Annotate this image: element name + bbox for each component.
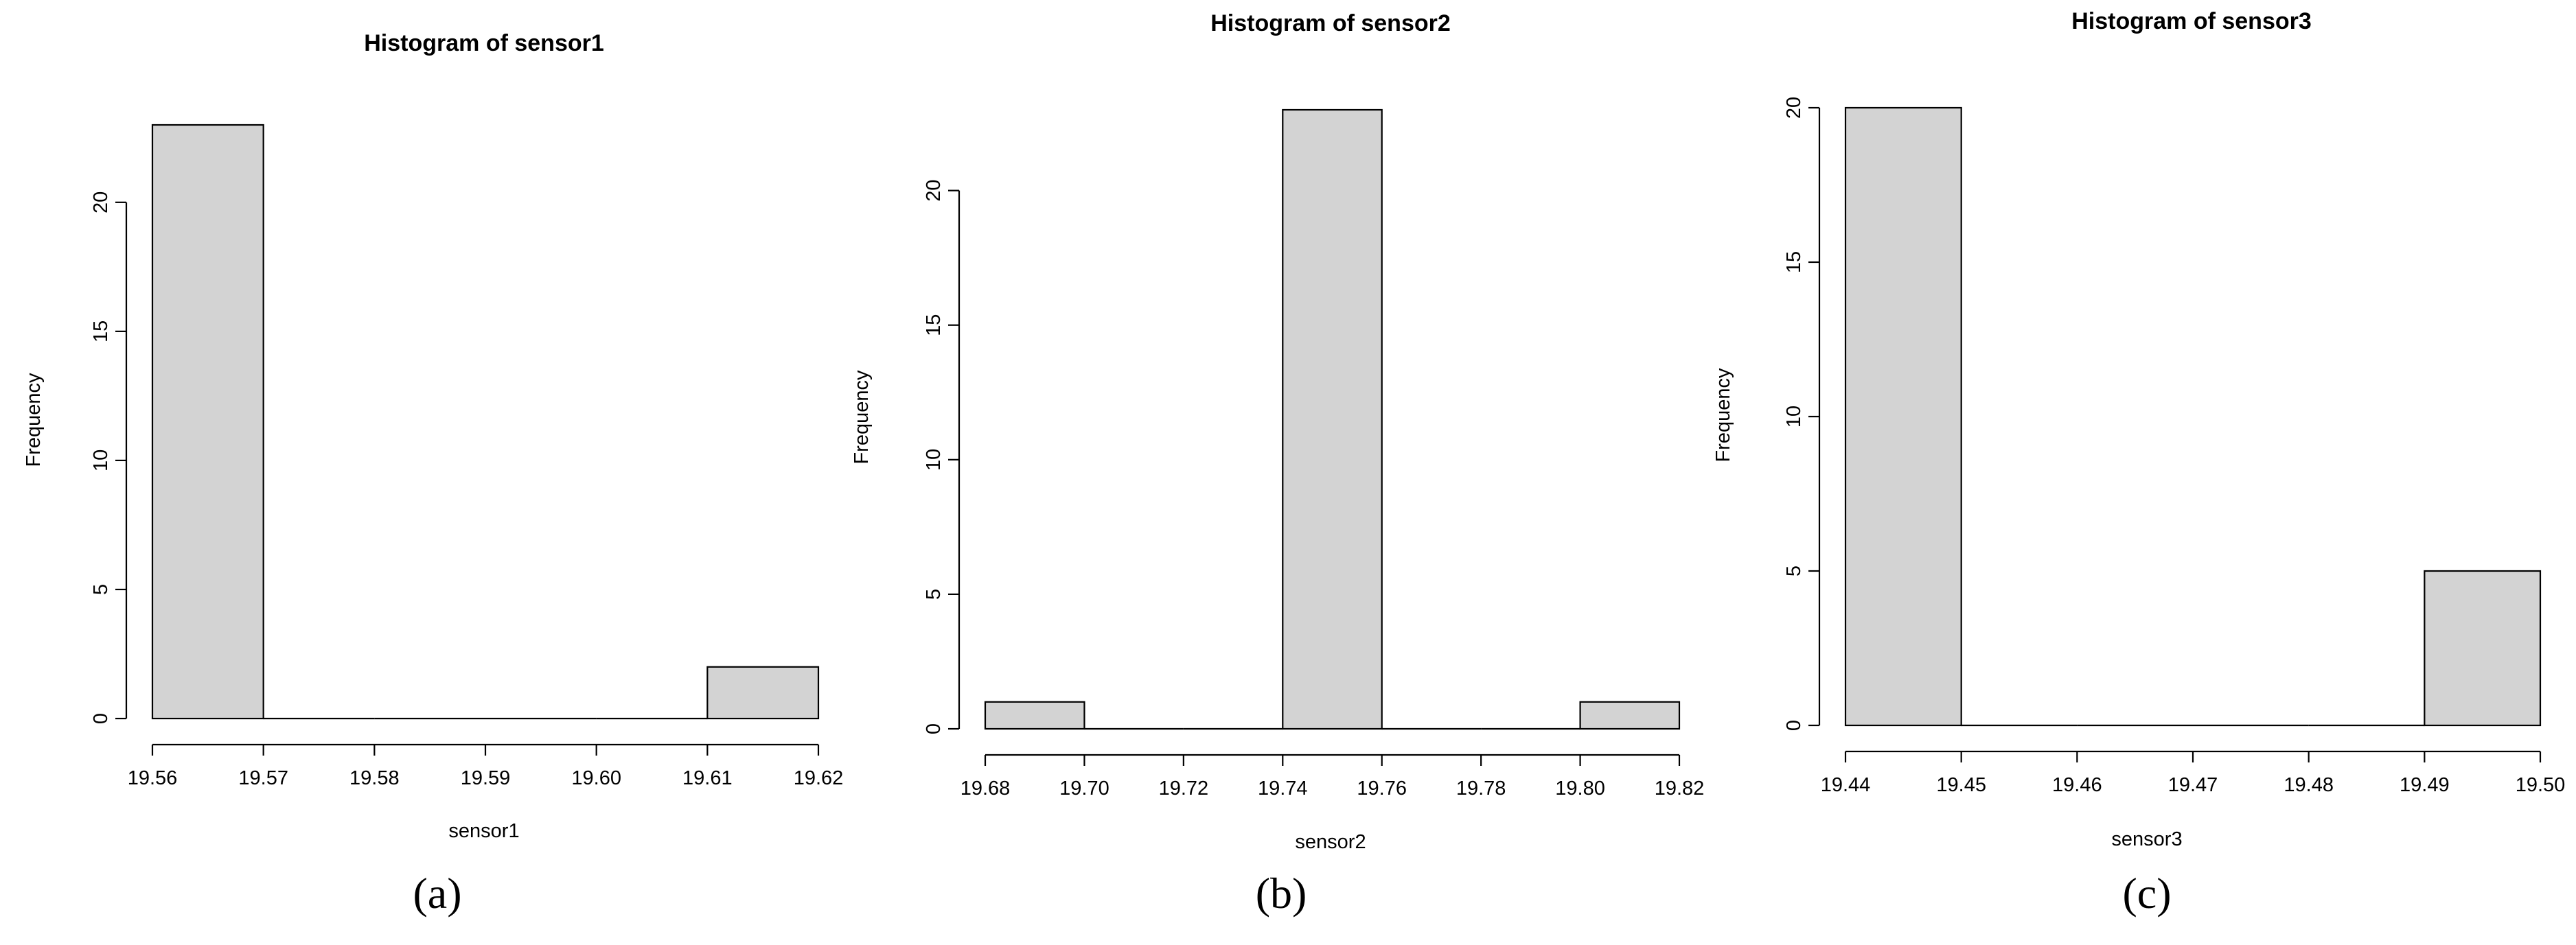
y-tick-label: 0 — [923, 723, 945, 734]
y-axis-label: Frequency — [1712, 368, 1734, 463]
x-tick-label: 19.44 — [1821, 774, 1871, 796]
y-tick-label: 10 — [1783, 406, 1805, 428]
y-tick-label: 5 — [923, 589, 945, 600]
x-tick-label: 19.72 — [1159, 778, 1209, 800]
y-tick-label: 20 — [923, 180, 945, 202]
y-tick-label: 10 — [923, 449, 945, 471]
x-axis-label: sensor2 — [1295, 831, 1366, 853]
histogram-bar — [984, 701, 1085, 730]
histogram-bar — [151, 124, 264, 720]
histogram-panel-a: Histogram of sensor1 sensor1 Frequency (… — [23, 30, 843, 918]
x-tick-label: 19.76 — [1357, 778, 1407, 800]
y-tick-label: 15 — [1783, 251, 1805, 273]
x-tick-label: 19.80 — [1555, 778, 1605, 800]
panel-label: (a) — [413, 869, 461, 918]
y-tick-label: 5 — [1783, 565, 1805, 576]
x-tick-label: 19.59 — [461, 767, 511, 789]
panel-label: (b) — [1256, 869, 1307, 918]
x-tick-label: 19.68 — [961, 778, 1011, 800]
chart-title: Histogram of sensor3 — [2071, 8, 2312, 34]
y-tick-label: 0 — [90, 713, 112, 724]
histogram-bar — [1282, 108, 1383, 730]
x-tick-label: 19.48 — [2284, 774, 2334, 796]
y-axis-label: Frequency — [23, 373, 45, 467]
histogram-bar — [1844, 106, 1962, 727]
histogram-bar — [1579, 701, 1681, 730]
histogram-panel-b: Histogram of sensor2 sensor2 Frequency (… — [851, 10, 1704, 918]
y-tick-label: 20 — [1783, 97, 1805, 119]
y-tick-label: 0 — [1783, 720, 1805, 731]
y-axis-label: Frequency — [851, 370, 873, 465]
x-tick-label: 19.45 — [1936, 774, 1986, 796]
panel-label: (c) — [2122, 869, 2171, 918]
y-tick-label: 20 — [90, 191, 112, 213]
histogram-panel-c: Histogram of sensor3 sensor3 Frequency (… — [1712, 8, 2565, 918]
y-tick-label: 10 — [90, 450, 112, 471]
histogram-bar — [706, 666, 820, 720]
x-tick-label: 19.50 — [2516, 774, 2566, 796]
x-tick-label: 19.47 — [2168, 774, 2218, 796]
y-tick-label: 5 — [90, 584, 112, 595]
histogram-bar — [2424, 570, 2542, 727]
x-tick-label: 19.46 — [2052, 774, 2102, 796]
x-tick-label: 19.60 — [571, 767, 621, 789]
x-tick-label: 19.49 — [2400, 774, 2450, 796]
x-tick-label: 19.74 — [1258, 778, 1308, 800]
x-tick-label: 19.62 — [794, 767, 844, 789]
x-axis-label: sensor3 — [2111, 828, 2182, 850]
x-tick-label: 19.78 — [1456, 778, 1506, 800]
chart-title: Histogram of sensor1 — [364, 30, 604, 56]
x-tick-label: 19.58 — [349, 767, 400, 789]
x-tick-label: 19.82 — [1655, 778, 1705, 800]
x-tick-label: 19.70 — [1059, 778, 1109, 800]
x-tick-label: 19.56 — [128, 767, 178, 789]
x-tick-label: 19.57 — [238, 767, 288, 789]
y-tick-label: 15 — [923, 314, 945, 336]
chart-title: Histogram of sensor2 — [1210, 10, 1451, 36]
y-tick-label: 15 — [90, 320, 112, 342]
x-tick-label: 19.61 — [682, 767, 733, 789]
x-axis-label: sensor1 — [448, 820, 519, 842]
